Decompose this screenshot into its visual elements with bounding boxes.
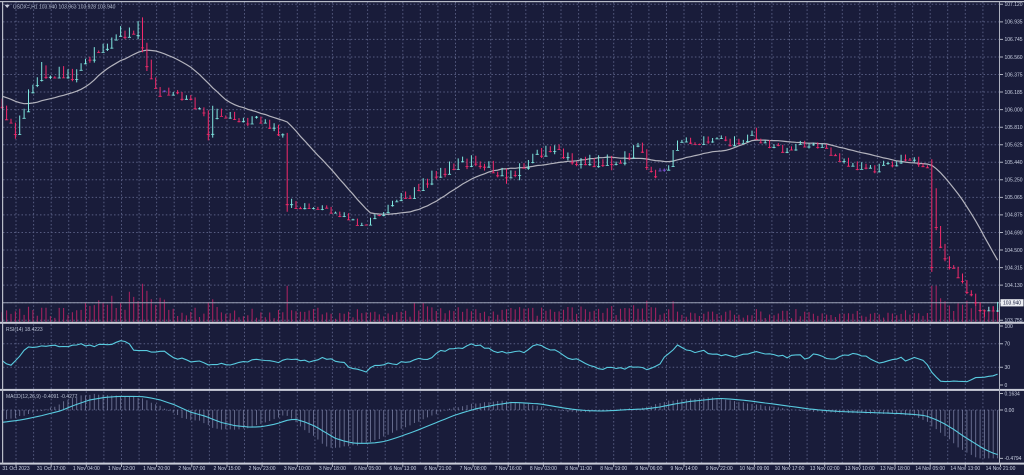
svg-text:14 Nov 05:00: 14 Nov 05:00: [915, 466, 945, 472]
svg-text:106.375: 106.375: [1005, 72, 1023, 78]
svg-text:10 Nov 09:00: 10 Nov 09:00: [740, 466, 770, 472]
svg-text:8 Nov 03:00: 8 Nov 03:00: [530, 466, 557, 472]
svg-text:6 Nov 13:00: 6 Nov 13:00: [389, 466, 416, 472]
svg-text:0: 0: [1005, 383, 1008, 389]
svg-text:106.000: 106.000: [1005, 107, 1023, 113]
svg-text:104.690: 104.690: [1005, 230, 1023, 236]
svg-text:8 Nov 11:00: 8 Nov 11:00: [565, 466, 592, 472]
svg-text:14 Nov 13:00: 14 Nov 13:00: [950, 466, 980, 472]
svg-text:103.755: 103.755: [1005, 318, 1023, 324]
svg-text:104.315: 104.315: [1005, 265, 1023, 271]
svg-text:-0.4794: -0.4794: [1005, 456, 1022, 462]
svg-text:RSI(14) 18.4223: RSI(14) 18.4223: [6, 327, 43, 333]
svg-text:100: 100: [1005, 324, 1014, 330]
svg-text:0.1634: 0.1634: [1005, 391, 1021, 397]
svg-text:1 Nov 12:00: 1 Nov 12:00: [108, 466, 135, 472]
svg-text:9 Nov 06:00: 9 Nov 06:00: [635, 466, 662, 472]
svg-text:70: 70: [1005, 342, 1011, 348]
svg-text:6 Nov 05:00: 6 Nov 05:00: [354, 466, 381, 472]
svg-text:6 Nov 21:00: 6 Nov 21:00: [424, 466, 451, 472]
svg-text:14 Nov 21:00: 14 Nov 21:00: [986, 466, 1016, 472]
svg-text:105.440: 105.440: [1005, 160, 1023, 166]
svg-text:105.810: 105.810: [1005, 125, 1023, 131]
svg-text:3 Nov 10:00: 3 Nov 10:00: [284, 466, 311, 472]
svg-text:2 Nov 07:00: 2 Nov 07:00: [178, 466, 205, 472]
svg-text:105.625: 105.625: [1005, 143, 1023, 149]
svg-text:1 Nov 04:00: 1 Nov 04:00: [73, 466, 100, 472]
svg-text:105.065: 105.065: [1005, 195, 1023, 201]
svg-text:106.185: 106.185: [1005, 90, 1023, 96]
svg-text:104.875: 104.875: [1005, 213, 1023, 219]
svg-text:106.745: 106.745: [1005, 37, 1023, 43]
svg-text:107.120: 107.120: [1005, 2, 1023, 8]
svg-text:7 Nov 16:00: 7 Nov 16:00: [495, 466, 522, 472]
svg-text:2 Nov 15:00: 2 Nov 15:00: [214, 466, 241, 472]
svg-text:106.560: 106.560: [1005, 55, 1023, 61]
svg-text:106.935: 106.935: [1005, 20, 1023, 26]
svg-text:7 Nov 08:00: 7 Nov 08:00: [460, 466, 487, 472]
svg-text:30: 30: [1005, 365, 1011, 371]
svg-text:13 Nov 02:00: 13 Nov 02:00: [810, 466, 840, 472]
svg-text:104.130: 104.130: [1005, 283, 1023, 289]
svg-text:31 Oct 2023: 31 Oct 2023: [2, 466, 29, 472]
svg-text:9 Nov 22:00: 9 Nov 22:00: [706, 466, 733, 472]
svg-text:1 Nov 20:00: 1 Nov 20:00: [143, 466, 170, 472]
svg-text:104.500: 104.500: [1005, 248, 1023, 254]
svg-text:8 Nov 19:00: 8 Nov 19:00: [600, 466, 627, 472]
svg-text:13 Nov 10:00: 13 Nov 10:00: [845, 466, 875, 472]
svg-text:3 Nov 18:00: 3 Nov 18:00: [319, 466, 346, 472]
svg-text:105.250: 105.250: [1005, 178, 1023, 184]
svg-text:MACD(12,26,9) -0.4091 -0.4277: MACD(12,26,9) -0.4091 -0.4277: [6, 394, 78, 400]
svg-text:USDX=,H1 103.940 103.963 103.: USDX=,H1 103.940 103.963 103.928 103.940: [13, 5, 116, 11]
svg-text:0.00: 0.00: [1005, 408, 1015, 414]
svg-text:103.940: 103.940: [1003, 301, 1021, 307]
svg-text:13 Nov 18:00: 13 Nov 18:00: [880, 466, 910, 472]
svg-text:2 Nov 23:00: 2 Nov 23:00: [249, 466, 276, 472]
svg-text:9 Nov 14:00: 9 Nov 14:00: [671, 466, 698, 472]
svg-text:10 Nov 17:00: 10 Nov 17:00: [775, 466, 805, 472]
svg-text:31 Oct 17:00: 31 Oct 17:00: [37, 466, 66, 472]
